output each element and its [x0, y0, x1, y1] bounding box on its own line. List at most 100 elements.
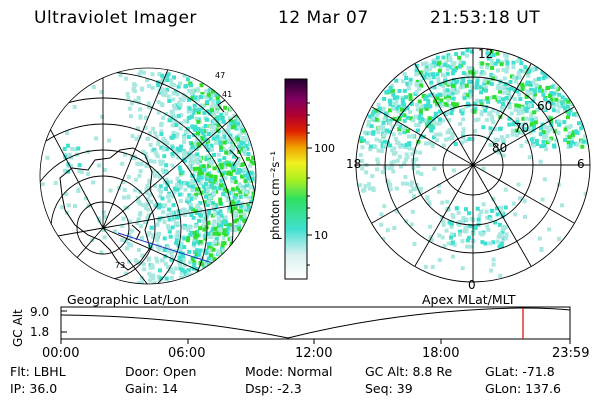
aurora-pixel [457, 222, 462, 227]
aurora-pixel [204, 117, 209, 122]
aurora-pixel [237, 224, 242, 228]
aurora-pixel [163, 139, 168, 143]
aurora-pixel [189, 155, 194, 160]
aurora-pixel [140, 236, 145, 241]
aurora-pixel [86, 203, 91, 208]
info-dsp: Dsp: -2.3 [245, 381, 302, 396]
aurora-pixel [450, 213, 455, 217]
aurora-pixel [244, 207, 249, 212]
aurora-pixel [418, 107, 423, 112]
aurora-pixel [209, 241, 213, 246]
aurora-pixel [169, 275, 174, 280]
aurora-pixel [424, 64, 429, 69]
aurora-pixel [507, 87, 512, 92]
aurora-pixel [171, 83, 176, 87]
aurora-pixel [484, 117, 489, 122]
aurora-pixel [368, 147, 373, 152]
aurora-pixel [449, 65, 454, 70]
aurora-pixel [492, 140, 497, 145]
aurora-pixel [170, 163, 175, 168]
aurora-pixel [485, 224, 490, 229]
aurora-pixel [172, 104, 176, 108]
aurora-pixel [246, 170, 251, 175]
aurora-pixel [169, 250, 174, 255]
aurora-pixel [395, 109, 400, 114]
aurora-pixel [126, 96, 131, 100]
aurora-pixel [195, 160, 200, 165]
aurora-pixel [180, 170, 185, 175]
aurora-pixel [203, 211, 208, 216]
aurora-pixel [227, 209, 232, 213]
aurora-pixel [170, 123, 175, 128]
aurora-pixel [397, 116, 402, 121]
aurora-pixel [69, 164, 74, 168]
aurora-pixel [219, 162, 223, 167]
aurora-pixel [166, 245, 170, 250]
aurora-pixel [482, 71, 487, 76]
aurora-pixel [528, 130, 533, 135]
aurora-pixel [144, 155, 149, 160]
aurora-pixel [149, 225, 154, 230]
aurora-pixel [527, 81, 532, 86]
aurora-pixel [430, 265, 435, 269]
aurora-pixel [216, 222, 221, 227]
aurora-pixel [440, 118, 445, 123]
aurora-pixel [141, 203, 146, 208]
aurora-pixel [397, 127, 402, 132]
aurora-pixel [375, 157, 380, 162]
aurora-pixel [232, 176, 237, 180]
aurora-pixel [516, 87, 521, 91]
aurora-pixel [547, 227, 552, 232]
aurora-pixel [243, 194, 248, 199]
aurora-pixel [146, 213, 151, 218]
aurora-pixel [210, 93, 215, 98]
aurora-pixel [215, 134, 220, 139]
aurora-pixel [204, 88, 209, 93]
aurora-pixel [479, 90, 484, 95]
aurora-pixel [210, 182, 215, 187]
aurora-pixel [222, 241, 227, 246]
aurora-pixel [197, 212, 202, 217]
aurora-pixel [358, 183, 363, 188]
aurora-pixel [170, 254, 175, 259]
aurora-pixel [233, 179, 238, 184]
aurora-pixel [421, 70, 426, 75]
aurora-pixel [556, 87, 561, 92]
aurora-pixel [475, 79, 480, 84]
aurora-pixel [396, 141, 401, 146]
aurora-pixel [221, 248, 226, 253]
aurora-pixel [186, 135, 191, 139]
aurora-pixel [489, 81, 494, 86]
aurora-pixel [563, 127, 568, 132]
aurora-pixel [205, 184, 210, 189]
aurora-pixel [144, 187, 149, 191]
aurora-pixel [195, 229, 200, 234]
aurora-pixel [126, 241, 131, 246]
aurora-pixel [491, 196, 496, 201]
aurora-pixel [175, 176, 180, 181]
aurora-pixel [557, 104, 562, 109]
aurora-pixel [566, 145, 571, 149]
aurora-pixel [150, 169, 155, 174]
aurora-pixel [539, 103, 544, 108]
aurora-pixel [361, 188, 365, 193]
aurora-pixel [511, 201, 516, 206]
aurora-pixel [131, 87, 136, 92]
aurora-pixel [501, 97, 506, 102]
aurora-pixel [403, 125, 408, 130]
aurora-pixel [127, 106, 132, 111]
aurora-pixel [156, 100, 161, 105]
aurora-pixel [522, 106, 527, 111]
aurora-pixel [485, 51, 490, 56]
aurora-pixel [531, 143, 536, 148]
aurora-pixel [395, 95, 400, 100]
aurora-pixel [135, 161, 140, 166]
aurora-pixel [515, 59, 520, 64]
aurora-pixel [236, 158, 240, 163]
aurora-pixel [236, 125, 241, 130]
aurora-pixel [438, 64, 443, 69]
aurora-pixel [242, 212, 247, 217]
aurora-pixel [179, 144, 184, 149]
aurora-pixel [437, 61, 442, 66]
aurora-pixel [548, 116, 553, 121]
